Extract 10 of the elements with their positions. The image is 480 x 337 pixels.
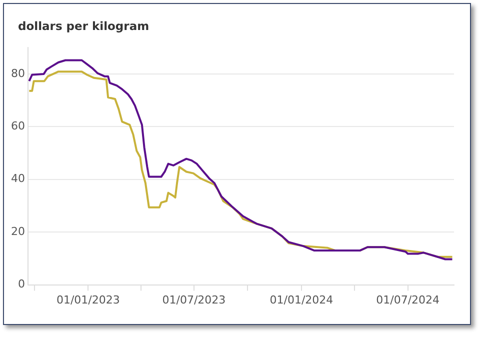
y-tick-label: 20 — [10, 224, 25, 238]
y-tick-label: 80 — [10, 66, 25, 80]
x-tick-label: 01/01/2024 — [270, 293, 334, 306]
y-tick-label: 60 — [10, 120, 25, 133]
y-tick-label: 0 — [18, 278, 25, 291]
x-tick-label: 01/01/2023 — [56, 293, 120, 306]
x-tick-label: 01/07/2024 — [376, 293, 440, 306]
y-axis-title: dollars per kilogram — [18, 19, 150, 33]
x-tick-label: 01/07/2023 — [162, 293, 226, 306]
y-tick-label: 40 — [10, 172, 25, 186]
